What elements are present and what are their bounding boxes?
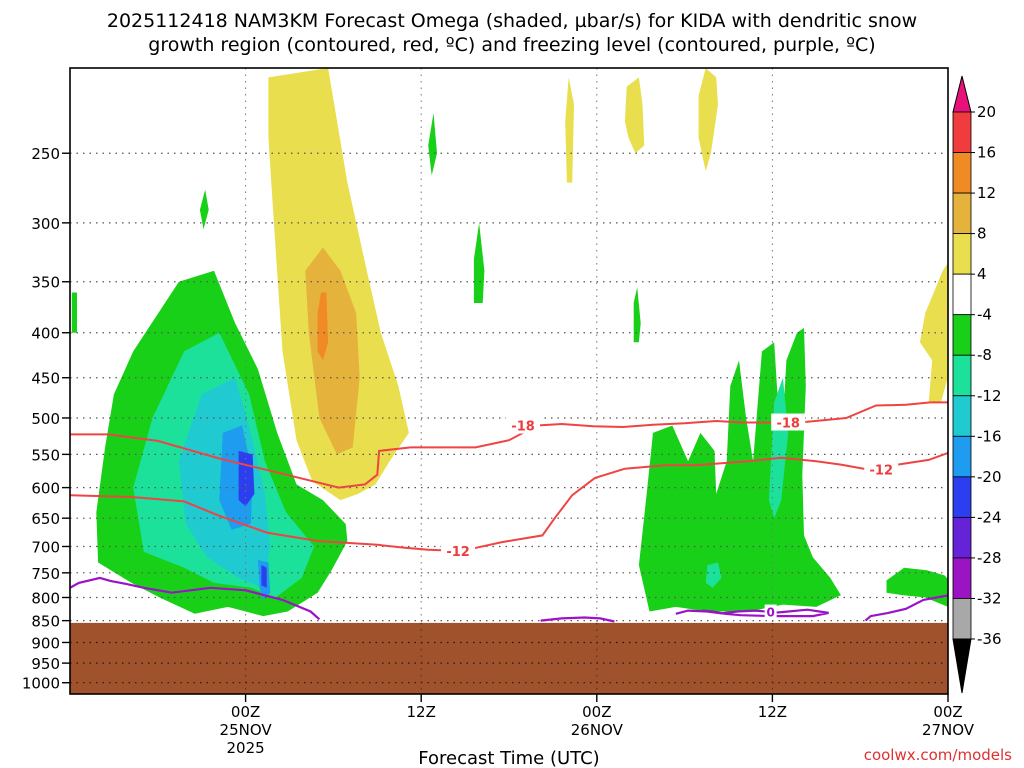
y-tick-label-850: 850 <box>31 613 60 631</box>
omega-region-descent-right-yellow <box>919 262 948 403</box>
colorbar-label: 20 <box>977 103 996 121</box>
colorbar-label: -32 <box>977 589 1002 607</box>
colorbar-label: 8 <box>977 225 987 243</box>
purple-contour-label: 0 <box>766 606 774 620</box>
colorbar-top-triangle <box>952 75 972 113</box>
colorbar-bin <box>952 192 972 235</box>
purple-contour-freeze-late <box>675 608 829 618</box>
purple-contour-freeze-early <box>70 576 321 621</box>
colorbar-label: -4 <box>977 306 992 324</box>
purple-contour-freeze-right-loop <box>1001 569 1024 578</box>
red-contour-label: -12 <box>870 463 894 478</box>
omega-region-descent-plume-orange <box>317 292 329 361</box>
red-contour-label: -18 <box>776 417 800 432</box>
y-tick-label-1000: 1000 <box>22 675 60 693</box>
colorbar-label: -8 <box>977 346 992 364</box>
colorbar-bin <box>952 314 972 356</box>
omega-region-speck-2 <box>428 113 437 176</box>
plot-content: -18 -12 -12 -18 0 <box>70 68 1024 694</box>
red-contour-label-bg <box>771 413 806 431</box>
red-contour-label-bg <box>506 416 541 434</box>
y-tick-label-450: 450 <box>31 370 60 388</box>
colorbar-bin <box>952 354 972 397</box>
x-tick-label-line1: 00Z <box>231 703 260 721</box>
purple-contour-freeze-right <box>864 594 948 622</box>
colorbar-bin <box>952 152 972 194</box>
plot-area: -18 -12 -12 -18 0 250 300 350 400 450 500 550 600 650… <box>22 67 1024 757</box>
chart-title-line1: 2025112418 NAM3KM Forecast Omega (shaded… <box>107 10 917 32</box>
colorbar-bin <box>952 111 972 153</box>
ground-fill <box>70 622 948 694</box>
omega-region-ascent-mid-teal-1 <box>768 377 789 519</box>
x-tick-label-line2: 26NOV <box>571 721 624 739</box>
x-tick-label-line3: 2025 <box>227 739 265 757</box>
colorbar-label: -24 <box>977 508 1002 526</box>
omega-region-ascent-mid-teal-2 <box>705 562 722 588</box>
omega-region-speck-3 <box>473 222 485 303</box>
red-contour-dgz-minus-12-early <box>70 451 948 552</box>
colorbar-label: -20 <box>977 468 1002 486</box>
red-contour-label-bg <box>864 460 899 478</box>
colorbar: 20 16 12 8 4 -4 -8 -12 -16 -20 -24 -28 -32 -36 <box>952 75 1002 694</box>
y-tick-label-650: 650 <box>31 510 60 528</box>
colorbar-label: -28 <box>977 549 1002 567</box>
x-axis-label: Forecast Time (UTC) <box>418 748 599 768</box>
x-tick-label-line1: 12Z <box>758 703 787 721</box>
colorbar-bin <box>952 435 972 478</box>
red-contour-label: -18 <box>511 420 535 435</box>
colorbar-bin <box>952 233 972 275</box>
y-tick-label-400: 400 <box>31 325 60 343</box>
omega-region-descent-top-3 <box>565 77 574 183</box>
x-tick-label-line1: 00Z <box>582 703 611 721</box>
site-credit: coolwx.com/models <box>864 746 1012 764</box>
omega-region-descent-top-1 <box>624 77 645 154</box>
x-tick-label-line1: 12Z <box>407 703 436 721</box>
omega-region-speck-5 <box>71 292 77 333</box>
y-tick-label-600: 600 <box>31 480 60 498</box>
x-tick-label-line2: 27NOV <box>922 721 975 739</box>
colorbar-label: 12 <box>977 184 996 202</box>
colorbar-label: -12 <box>977 387 1002 405</box>
omega-region-descent-top-2 <box>698 68 718 172</box>
y-tick-label-550: 550 <box>31 446 60 464</box>
colorbar-bin <box>952 273 972 316</box>
colorbar-label: -36 <box>977 630 1002 648</box>
colorbar-bin <box>952 516 972 559</box>
y-tick-label-250: 250 <box>31 145 60 163</box>
colorbar-bin <box>952 598 972 640</box>
x-tick-label-line2: 25NOV <box>220 721 273 739</box>
red-contour-dgz-minus-18 <box>70 401 948 489</box>
colorbar-label: 4 <box>977 265 987 283</box>
omega-region-ascent-mid-green <box>638 327 841 612</box>
purple-contour-freeze-mid <box>540 616 615 623</box>
omega-region-ascent-low-purple <box>261 565 267 588</box>
y-tick-label-350: 350 <box>31 274 60 292</box>
plot-frame <box>69 67 949 695</box>
y-tick-label-950: 950 <box>31 655 60 673</box>
y-tick-label-300: 300 <box>31 215 60 233</box>
colorbar-bin <box>952 395 972 437</box>
red-contour-label-bg <box>441 541 476 559</box>
red-contour-label: -12 <box>446 545 470 560</box>
colorbar-label: -16 <box>977 427 1002 445</box>
y-tick-label-800: 800 <box>31 589 60 607</box>
x-tick-label-line1: 00Z <box>933 703 962 721</box>
omega-region-speck-4 <box>633 287 641 343</box>
colorbar-bin <box>952 476 972 518</box>
y-tick-label-900: 900 <box>31 634 60 652</box>
y-tick-label-700: 700 <box>31 538 60 556</box>
colorbar-label: 16 <box>977 144 996 162</box>
y-tick-label-500: 500 <box>31 410 60 428</box>
colorbar-bottom-triangle <box>952 638 972 694</box>
omega-region-ascent-right-green <box>1018 558 1024 570</box>
y-tick-label-750: 750 <box>31 565 60 583</box>
omega-region-descent-plume-gold <box>305 247 360 455</box>
purple-contour-label-bg <box>764 604 777 619</box>
omega-region-speck-1 <box>199 189 209 230</box>
chart-title-line2: growth region (contoured, red, ºC) and f… <box>148 34 875 56</box>
colorbar-bin <box>952 557 972 599</box>
